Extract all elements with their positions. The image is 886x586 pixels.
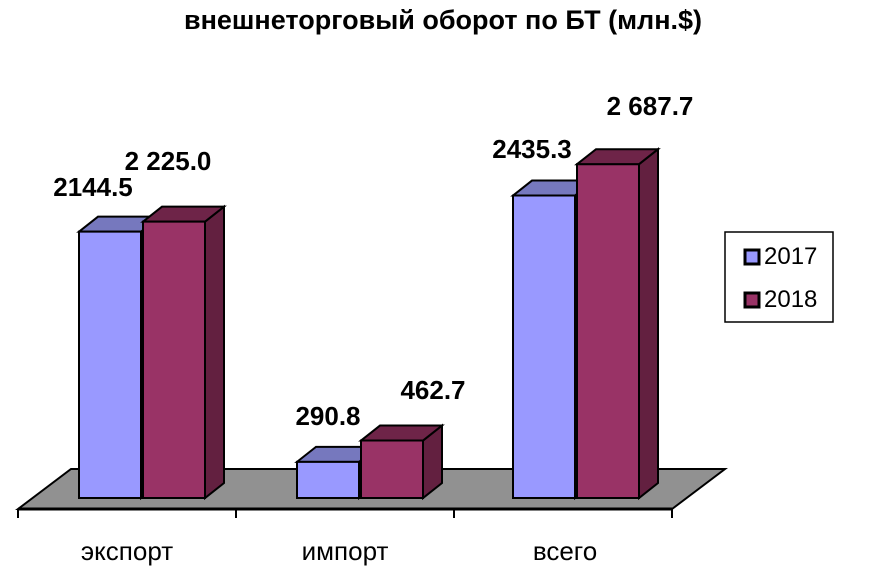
value-label-2017-2: 2435.3 bbox=[492, 134, 572, 164]
bar-2018-2 bbox=[574, 147, 661, 501]
category-label-1: импорт bbox=[302, 536, 389, 566]
legend-swatch-2017 bbox=[743, 248, 761, 266]
value-labels-group: 2144.52 225.0 290.8 462.7 2435.3 2 687.7 bbox=[53, 91, 693, 431]
bar-front-face bbox=[576, 163, 640, 499]
bar-front-face bbox=[360, 439, 424, 499]
bar-2018-1 bbox=[358, 423, 445, 501]
bar-side-face bbox=[638, 147, 659, 501]
category-label-2: всего bbox=[533, 536, 597, 566]
legend-label-2017: 2017 bbox=[764, 243, 817, 270]
bar-front-face bbox=[142, 220, 206, 499]
value-label-2017-1: 290.8 bbox=[295, 401, 360, 431]
bar-front-face bbox=[296, 460, 360, 499]
bars-group bbox=[76, 147, 661, 501]
legend: 2017 2018 bbox=[724, 231, 834, 323]
value-label-2018-0: 2 225.0 bbox=[125, 146, 212, 176]
category-labels-group: экспорт импорт всего bbox=[81, 536, 597, 566]
bar-side-face bbox=[204, 204, 225, 501]
value-label-2017-0: 2144.5 bbox=[53, 172, 133, 202]
value-label-2018-1: 462.7 bbox=[400, 375, 465, 405]
legend-box bbox=[724, 231, 834, 323]
legend-label-2018: 2018 bbox=[764, 286, 817, 313]
x-axis bbox=[17, 507, 673, 518]
bar-front-face bbox=[78, 230, 142, 499]
chart-title: внешнеторговый оборот по БТ (млн.$) bbox=[184, 5, 702, 35]
value-label-2018-2: 2 687.7 bbox=[607, 91, 694, 121]
bar-front-face bbox=[512, 194, 576, 499]
category-label-0: экспорт bbox=[81, 536, 173, 566]
legend-swatch-2018 bbox=[743, 291, 761, 309]
bar-2018-0 bbox=[140, 204, 227, 501]
